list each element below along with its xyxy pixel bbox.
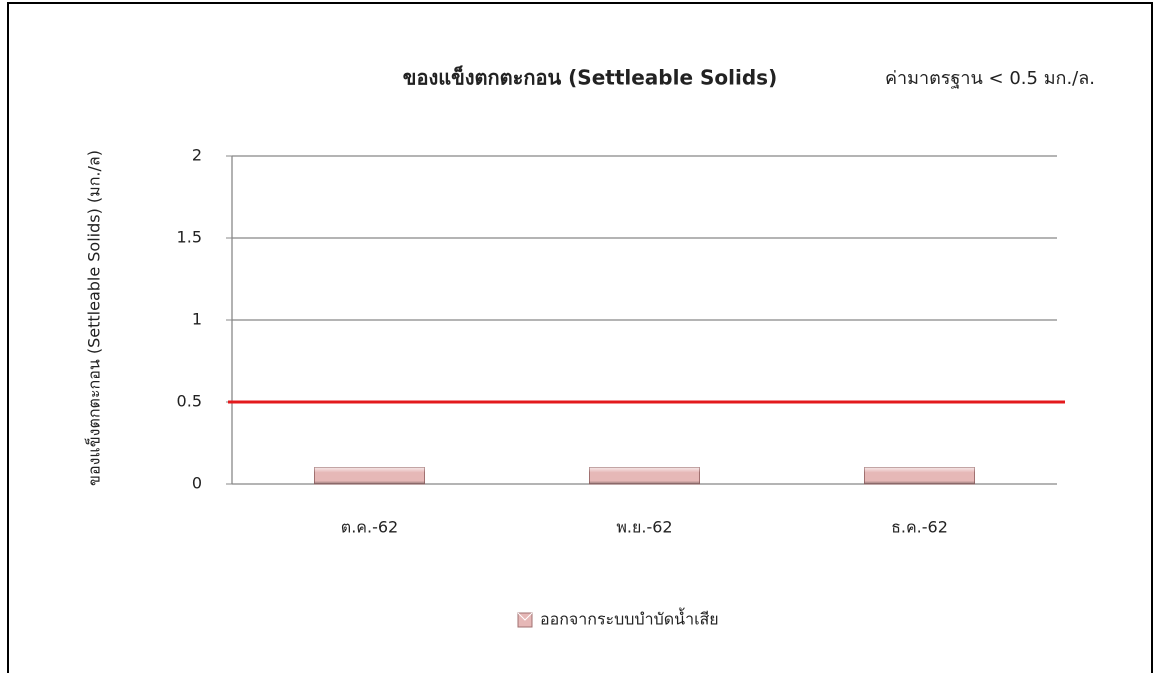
y-tick-label: 0 [192, 474, 202, 493]
bar-bevel [589, 467, 700, 484]
x-tick-label: ธ.ค.-62 [891, 518, 948, 537]
bar-bevel [314, 467, 425, 484]
y-tick-label: 1 [192, 310, 202, 329]
y-axis-label: ของแข็งตกตะกอน (Settleable Solids) (มก./… [84, 150, 104, 486]
chart-title: ของแข็งตกตะกอน (Settleable Solids) [403, 65, 777, 90]
legend-swatch-bevel [517, 612, 533, 621]
x-tick-label: พ.ย.-62 [616, 518, 672, 537]
standard-annotation: ค่ามาตรฐาน < 0.5 มก./ล. [885, 68, 1095, 89]
legend-label: ออกจากระบบบำบัดน้ำเสีย [540, 608, 719, 629]
y-tick-label: 1.5 [177, 228, 202, 247]
x-tick-label: ต.ค.-62 [341, 518, 398, 537]
frame [7, 2, 1153, 673]
bar-bevel [864, 467, 975, 484]
y-tick-label: 0.5 [177, 392, 202, 411]
y-tick-label: 2 [192, 146, 202, 165]
